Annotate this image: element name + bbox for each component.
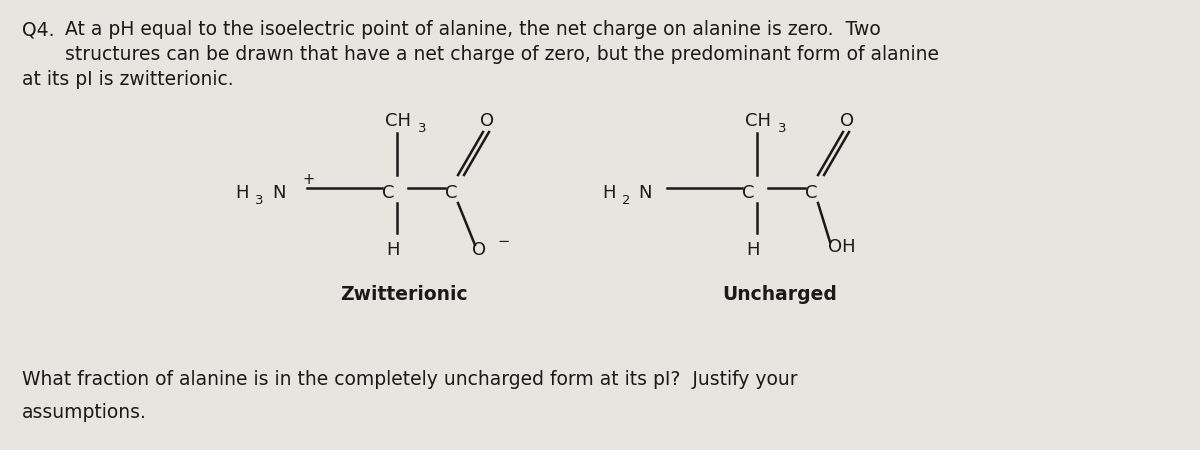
Text: −: − [497,234,509,249]
Text: C: C [382,184,395,202]
Text: structures can be drawn that have a net charge of zero, but the predominant form: structures can be drawn that have a net … [65,45,940,64]
Text: N: N [272,184,286,202]
Text: H: H [386,241,400,259]
Text: H: H [746,241,760,259]
Text: N: N [638,184,652,202]
Text: CH: CH [745,112,772,130]
Text: 3: 3 [778,122,786,135]
Text: assumptions.: assumptions. [22,403,146,422]
Text: OH: OH [828,238,856,256]
Text: What fraction of alanine is in the completely uncharged form at its pI?  Justify: What fraction of alanine is in the compl… [22,370,798,389]
Text: C: C [805,184,817,202]
Text: C: C [445,184,457,202]
Text: Q4.: Q4. [22,20,54,39]
Text: O: O [480,112,494,130]
Text: CH: CH [385,112,410,130]
Text: at its pI is zwitterionic.: at its pI is zwitterionic. [22,70,234,89]
Text: At a pH equal to the isoelectric point of alanine, the net charge on alanine is : At a pH equal to the isoelectric point o… [65,20,881,39]
Text: +: + [302,171,314,186]
Text: 3: 3 [418,122,426,135]
Text: C: C [742,184,755,202]
Text: Uncharged: Uncharged [722,285,836,304]
Text: O: O [840,112,854,130]
Text: 2: 2 [622,194,630,207]
Text: Zwitterionic: Zwitterionic [340,285,468,304]
Text: H: H [602,184,616,202]
Text: 3: 3 [256,194,264,207]
Text: H: H [235,184,248,202]
Text: O: O [472,241,486,259]
